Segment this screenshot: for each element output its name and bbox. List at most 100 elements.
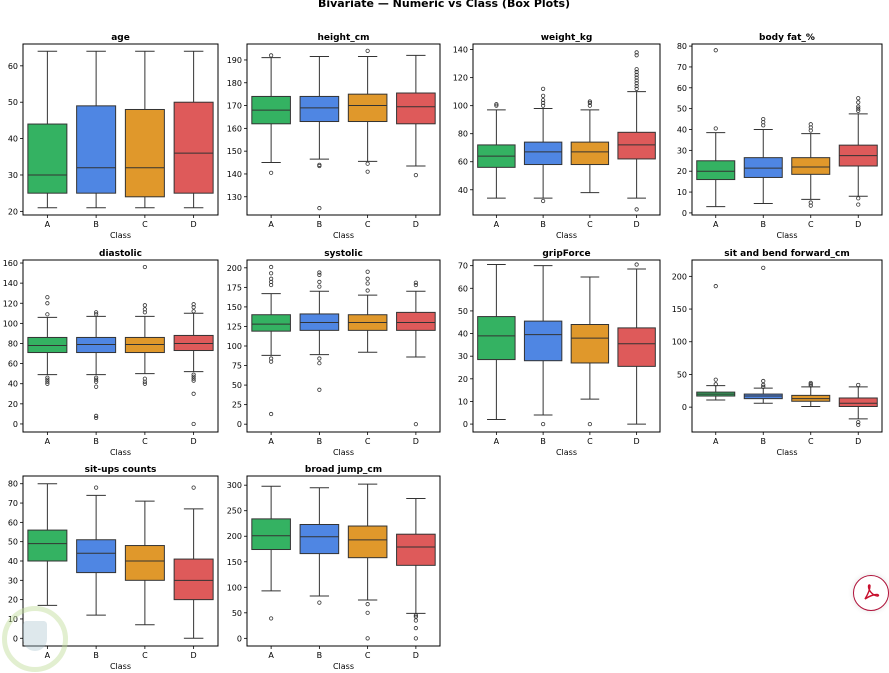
outlier-point xyxy=(856,100,861,105)
outlier-point xyxy=(191,391,196,396)
box-C xyxy=(124,500,165,626)
box-C xyxy=(124,264,165,386)
y-tick-label: 0 xyxy=(237,634,242,643)
outlier-point xyxy=(413,280,418,285)
axes-frame xyxy=(22,475,219,647)
panel-title: broad jump_cm xyxy=(305,465,382,475)
y-tick-label: 200 xyxy=(227,264,242,273)
box-B xyxy=(743,116,783,205)
y-tick-label: 60 xyxy=(8,62,18,71)
outlier-point xyxy=(191,374,196,379)
y-tick-label: 0 xyxy=(682,403,687,412)
y-tick-label: 50 xyxy=(232,381,242,390)
y-tick-label: 70 xyxy=(458,262,468,271)
outlier-point xyxy=(761,382,766,388)
outlier-point xyxy=(94,384,99,389)
iqr-box xyxy=(27,123,68,194)
y-tick-label: 30 xyxy=(458,352,468,361)
acrobat-pdf-icon xyxy=(864,584,880,600)
x-tick-label: A xyxy=(268,220,274,229)
pdf-export-button[interactable] xyxy=(853,575,889,611)
x-tick-label: A xyxy=(713,437,719,446)
outlier-point xyxy=(634,50,639,55)
box-B xyxy=(299,56,340,211)
outlier-point xyxy=(808,383,813,388)
outlier-point xyxy=(269,411,274,417)
iqr-box xyxy=(27,336,68,354)
outlier-point xyxy=(494,103,499,108)
y-tick-label: 250 xyxy=(227,507,242,516)
iqr-box xyxy=(251,518,291,551)
x-tick-label: D xyxy=(191,651,197,660)
y-tick-label: 0 xyxy=(463,420,468,429)
outlier-point xyxy=(317,387,322,392)
y-tick-label: 200 xyxy=(672,272,687,281)
outlier-point xyxy=(94,310,99,315)
panel-diastolic: diastolic 0 20 40 60 80 100 120 140 160 A B C D Class xyxy=(3,249,219,457)
y-tick-label: 20 xyxy=(677,167,687,176)
x-tick-label: A xyxy=(713,220,719,229)
outlier-point xyxy=(94,413,99,419)
outlier-point xyxy=(317,279,322,284)
outlier-point xyxy=(94,312,99,317)
y-tick-label: 80 xyxy=(8,480,18,489)
y-tick-label: 60 xyxy=(458,158,468,167)
x-tick-label: B xyxy=(761,437,767,446)
x-tick-label: A xyxy=(45,220,51,229)
y-tick-label: 100 xyxy=(227,583,242,592)
outlier-point xyxy=(269,271,274,276)
panel-title: sit and bend forward_cm xyxy=(724,249,849,259)
x-tick-label: C xyxy=(808,220,814,229)
outlier-point xyxy=(269,53,274,58)
box-B xyxy=(76,485,117,616)
y-tick-label: 50 xyxy=(232,609,242,618)
box-B xyxy=(523,265,563,427)
outlier-point xyxy=(541,421,546,427)
iqr-box xyxy=(696,160,736,181)
box-A xyxy=(696,48,736,208)
x-axis-label: Class xyxy=(110,231,131,240)
box-C xyxy=(791,380,831,407)
x-tick-label: C xyxy=(142,651,148,660)
y-tick-label: 100 xyxy=(227,342,242,351)
outlier-point xyxy=(317,356,322,361)
outlier-point xyxy=(191,421,196,427)
y-tick-label: 100 xyxy=(672,338,687,347)
axes-frame xyxy=(22,259,219,433)
y-tick-label: 60 xyxy=(8,360,18,369)
iqr-box xyxy=(76,336,117,354)
panel-title: age xyxy=(111,33,130,43)
iqr-box xyxy=(477,316,516,361)
outlier-point xyxy=(634,262,639,267)
y-tick-label: 175 xyxy=(227,283,242,292)
iqr-box xyxy=(743,157,783,178)
box-C xyxy=(570,99,610,194)
y-tick-label: 120 xyxy=(453,74,468,83)
x-axis-label: Class xyxy=(333,448,354,457)
outlier-point xyxy=(45,375,50,380)
outlier-point xyxy=(856,422,861,427)
outlier-point xyxy=(713,284,718,289)
outlier-point xyxy=(317,361,322,366)
x-tick-label: D xyxy=(855,220,861,229)
x-tick-label: C xyxy=(142,437,148,446)
iqr-box xyxy=(173,101,214,194)
x-tick-label: B xyxy=(317,220,323,229)
y-tick-label: 50 xyxy=(458,307,468,316)
panel-age: age 20 30 40 50 60 A B C D Class xyxy=(8,33,219,240)
x-tick-label: A xyxy=(45,651,51,660)
x-tick-label: C xyxy=(365,651,371,660)
y-tick-label: 60 xyxy=(458,284,468,293)
outlier-point xyxy=(541,97,546,103)
iqr-box xyxy=(173,558,214,601)
y-tick-label: 50 xyxy=(677,105,687,114)
x-axis-label: Class xyxy=(556,448,577,457)
x-tick-label: A xyxy=(494,220,500,229)
x-tick-label: D xyxy=(634,437,640,446)
y-tick-label: 60 xyxy=(677,84,687,93)
x-tick-label: B xyxy=(540,220,546,229)
x-tick-label: D xyxy=(634,220,640,229)
outlier-point xyxy=(587,421,592,427)
x-axis-label: Class xyxy=(333,231,354,240)
x-axis-label: Class xyxy=(110,448,131,457)
